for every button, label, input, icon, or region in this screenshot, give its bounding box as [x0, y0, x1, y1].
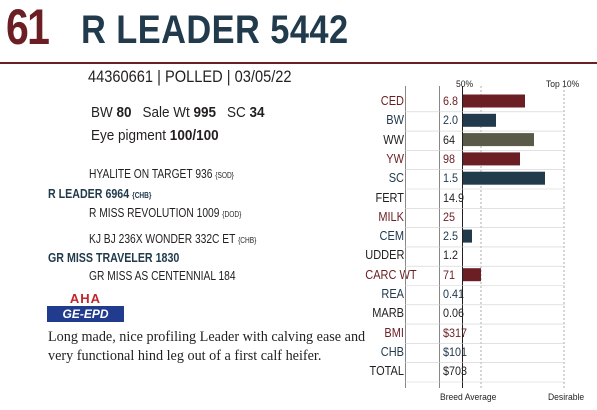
epd-value-udder: 1.2 [443, 248, 459, 263]
sc-label: SC [226, 104, 246, 121]
epd-value-chb: $101 [443, 344, 468, 359]
epd-value-carc-wt: 71 [443, 267, 456, 282]
epd-label-ced: CED [380, 94, 404, 108]
epd-label-marb: MARB [372, 306, 404, 321]
separator: | [153, 67, 165, 86]
chart-label-breed-average: Breed Average [440, 392, 497, 403]
epd-label-fert: FERT [375, 190, 404, 205]
epd-value-cem: 2.5 [443, 229, 459, 244]
bw-label: BW [91, 104, 113, 121]
id-line: 44360661 | POLLED | 03/05/22 [88, 68, 292, 85]
epd-value-marb: 0.06 [443, 306, 465, 321]
eye-pigment-value: 100/100 [169, 127, 219, 144]
epd-bar-chart [405, 86, 565, 388]
pedigree-dam-sire: KJ BJ 236X WONDER 332C ET {CHB} [89, 232, 257, 246]
epd-value-bmi: $317 [443, 325, 468, 340]
animal-name: R LEADER 5442 [81, 8, 349, 52]
epd-bar-bw [463, 113, 496, 127]
epd-value-total: $703 [443, 364, 468, 379]
pedigree-sire-sire: HYALITE ON TARGET 936 {SOD} [89, 167, 234, 181]
epd-label-ww: WW [383, 132, 404, 147]
epd-bar-carc-wt [463, 268, 481, 282]
lot-number: 61 [6, 0, 50, 55]
epd-value-fert: 14.9 [443, 190, 465, 205]
aha-ge-epd-logo: AHA GE-EPD [47, 292, 124, 322]
chart-label-50pct: 50% [456, 79, 474, 90]
pedigree-sire: R LEADER 6964 {CHB} [48, 186, 152, 201]
epd-value-ced: 6.8 [443, 94, 459, 108]
epd-value-sc: 1.5 [443, 171, 459, 186]
epd-bar-ced [463, 94, 525, 108]
epd-value-rea: 0.41 [443, 287, 465, 301]
epd-label-total: TOTAL [369, 364, 404, 379]
epd-label-sc: SC [388, 171, 404, 186]
registration-number: 44360661 [88, 67, 154, 86]
birth-date: 03/05/22 [234, 67, 292, 86]
logo-ge-epd-text: GE-EPD [47, 306, 124, 322]
epd-value-ww: 64 [443, 132, 456, 147]
separator: | [222, 67, 235, 86]
epd-label-chb: CHB [380, 344, 404, 359]
epd-label-rea: REA [381, 287, 404, 301]
sc-value: 34 [249, 104, 265, 121]
epd-bar-cem [463, 229, 472, 243]
epd-label-yw: YW [386, 151, 404, 166]
pedigree-dam-dam: GR MISS AS CENTENNIAL 184 [89, 269, 236, 283]
pedigree-sire-dam: R MISS REVOLUTION 1009 {DOD} [89, 206, 242, 220]
pedigree-dam: GR MISS TRAVELER 1830 [48, 250, 180, 265]
description-text: Long made, nice profiling Leader with ca… [48, 329, 366, 364]
epd-bar-yw [463, 152, 520, 166]
performance-stats: BW 80 Sale Wt 995 SC 34 [91, 105, 265, 120]
epd-bar-sc [463, 171, 545, 185]
epd-bar-ww [463, 133, 534, 147]
epd-label-carc-wt: CARC WT [365, 267, 417, 282]
epd-value-bw: 2.0 [443, 113, 459, 128]
epd-label-milk: MILK [378, 209, 404, 224]
polled-status: POLLED [164, 67, 223, 86]
bw-value: 80 [116, 104, 132, 121]
chart-label-top10: Top 10% [546, 79, 580, 90]
sale-wt-value: 995 [193, 104, 217, 121]
epd-label-udder: UDDER [365, 248, 405, 263]
epd-label-bw: BW [386, 113, 404, 128]
sale-wt-label: Sale Wt [142, 104, 190, 121]
eye-pigment-label: Eye pigment [91, 127, 167, 144]
epd-value-milk: 25 [443, 209, 456, 224]
eye-pigment: Eye pigment 100/100 [91, 128, 219, 143]
epd-value-yw: 98 [443, 151, 456, 166]
epd-label-cem: CEM [379, 229, 404, 244]
header-divider [0, 62, 597, 64]
chart-label-desirable: Desirable [548, 392, 585, 403]
epd-label-bmi: BMI [384, 325, 404, 340]
logo-aha-text: AHA [69, 291, 102, 306]
